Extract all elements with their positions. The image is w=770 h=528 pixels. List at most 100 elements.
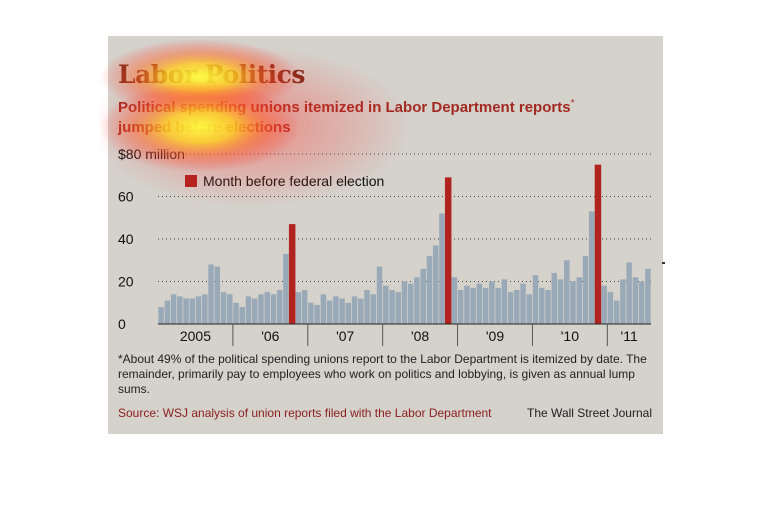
bar [270,294,277,324]
bar [208,264,214,324]
bar [476,283,483,324]
y-tick-label: $80 million [118,146,185,162]
x-tick-label: '07 [336,328,354,344]
x-tick-label: '10 [561,328,579,344]
bar [358,298,364,324]
bar [607,292,614,324]
y-tick-label: 20 [118,274,134,290]
bar [420,268,426,324]
election-bar [444,177,452,324]
bar [251,298,258,324]
y-tick-label: 60 [118,189,134,205]
bar [320,294,327,324]
footnote-marker: * [570,98,575,109]
bar [520,283,526,324]
bar [451,277,458,324]
bar [245,296,252,324]
bar [345,302,352,324]
x-tick-label: '11 [621,328,638,344]
x-tick-label: '09 [486,328,504,344]
bar [601,285,607,324]
bar [276,290,283,324]
footnote: *About 49% of the political spending uni… [118,352,647,396]
bar [158,307,164,324]
bar [314,304,320,324]
bar [470,287,476,324]
bar [489,281,495,324]
bar [401,281,408,324]
x-tick-label: '08 [411,328,429,344]
bar [570,281,576,324]
bar [308,302,314,324]
bar [407,283,414,324]
chart-card: Labor Politics Political spending unions… [108,36,663,434]
bar [545,290,551,324]
bar [620,279,626,324]
bar [495,287,501,324]
legend-label: Month before federal election [203,173,384,189]
credit-text: The Wall Street Journal [527,406,652,420]
bar [588,211,595,324]
bar [389,290,395,324]
bar [507,292,514,324]
source-line: Source: WSJ analysis of union reports fi… [118,406,652,420]
bar [582,256,589,324]
bar [457,290,464,324]
bar [638,281,645,324]
bar [351,296,358,324]
bar [264,292,270,324]
bar [333,296,339,324]
election-bar [594,164,602,324]
bar [626,262,632,324]
bar [576,277,582,324]
bar [432,245,439,324]
bar [220,292,227,324]
x-tick-label: 2005 [180,328,211,344]
bar [395,292,402,324]
bar [613,300,620,324]
bar [551,273,558,324]
legend-swatch [185,175,197,187]
bar [214,266,221,324]
bar [376,266,383,324]
bar [239,307,245,324]
bar [189,298,196,324]
x-tick-label: '06 [261,328,279,344]
bar [464,285,470,324]
bar [501,279,508,324]
bar [301,290,308,324]
bar [202,294,208,324]
bar [170,294,177,324]
bar [557,279,564,324]
election-bar [288,224,296,324]
bar-chart: 0 20 40 60 $80 million 2005 '06 '07 '08 '09 '10 '11… [118,146,651,346]
y-tick-label: 40 [118,231,134,247]
source-text: Source: WSJ analysis of union reports fi… [118,406,492,420]
bar [164,300,171,324]
bar [632,277,639,324]
bar [514,290,520,324]
bar [283,253,289,324]
bar [426,256,433,324]
bar [183,298,189,324]
bar [227,294,233,324]
bar [364,290,370,324]
bar [258,294,264,324]
bar [326,300,333,324]
bar [177,296,183,324]
bar [414,277,420,324]
subtitle-text-line2: jumped before elections [118,119,291,136]
bar [233,302,239,324]
chart-title: Labor Politics [118,60,305,89]
subtitle-text: Political spending unions itemized in La… [118,99,571,116]
bar [539,287,545,324]
chart-subtitle: Political spending unions itemized in La… [118,94,638,138]
bar [564,260,570,324]
bar [645,268,651,324]
edge-tick-mark [662,262,665,264]
bar [439,213,445,324]
bar [370,294,377,324]
bar [295,292,302,324]
bar [383,285,389,324]
bar [482,287,489,324]
